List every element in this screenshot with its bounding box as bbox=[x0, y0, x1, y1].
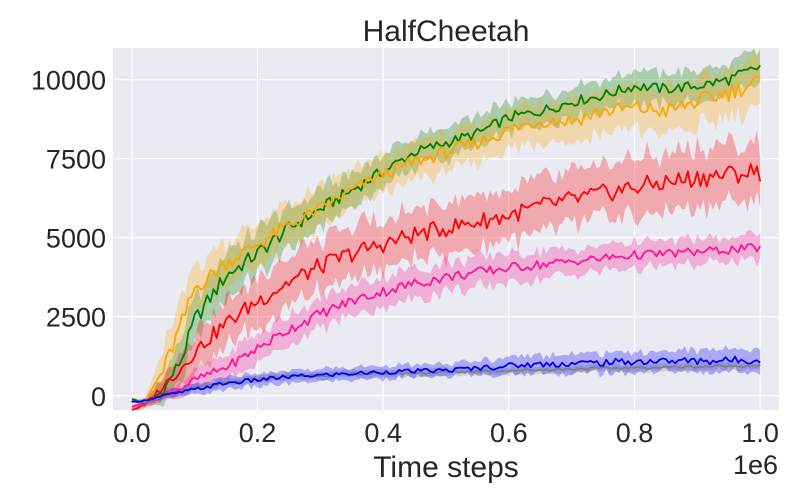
x-tick-label: 0.8 bbox=[616, 418, 654, 448]
mean-lines bbox=[131, 64, 762, 411]
x-tick-label: 0.6 bbox=[490, 418, 528, 448]
std-bands bbox=[131, 48, 761, 410]
y-tick-label: 10000 bbox=[31, 66, 106, 96]
y-tick-label: 2500 bbox=[46, 303, 106, 333]
chart-title: HalfCheetah bbox=[363, 15, 530, 48]
x-offset-label: 1e6 bbox=[733, 450, 778, 480]
series-band bbox=[131, 48, 761, 408]
x-tick-label: 0.2 bbox=[239, 418, 277, 448]
x-axis-label: Time steps bbox=[373, 451, 519, 484]
series-band bbox=[131, 345, 761, 404]
y-tick-label: 0 bbox=[91, 382, 106, 412]
series-line bbox=[131, 363, 761, 404]
series-line bbox=[131, 75, 761, 403]
series-line bbox=[131, 243, 761, 408]
series-line bbox=[131, 162, 762, 411]
y-tick-label: 7500 bbox=[46, 145, 106, 175]
series-band bbox=[131, 230, 761, 409]
series-line bbox=[131, 355, 761, 403]
series-band bbox=[131, 129, 761, 410]
tick-labels: 0.0 0.2 0.4 0.6 0.8 1.0 0 2500 5000 7500 10000 bbox=[31, 66, 779, 448]
y-tick-label: 5000 bbox=[46, 224, 106, 254]
x-tick-label: 1.0 bbox=[741, 418, 779, 448]
series-band bbox=[131, 48, 761, 405]
series-band bbox=[131, 360, 761, 404]
x-tick-label: 0.4 bbox=[364, 418, 402, 448]
series-line bbox=[131, 64, 761, 406]
x-tick-label: 0.0 bbox=[113, 418, 151, 448]
